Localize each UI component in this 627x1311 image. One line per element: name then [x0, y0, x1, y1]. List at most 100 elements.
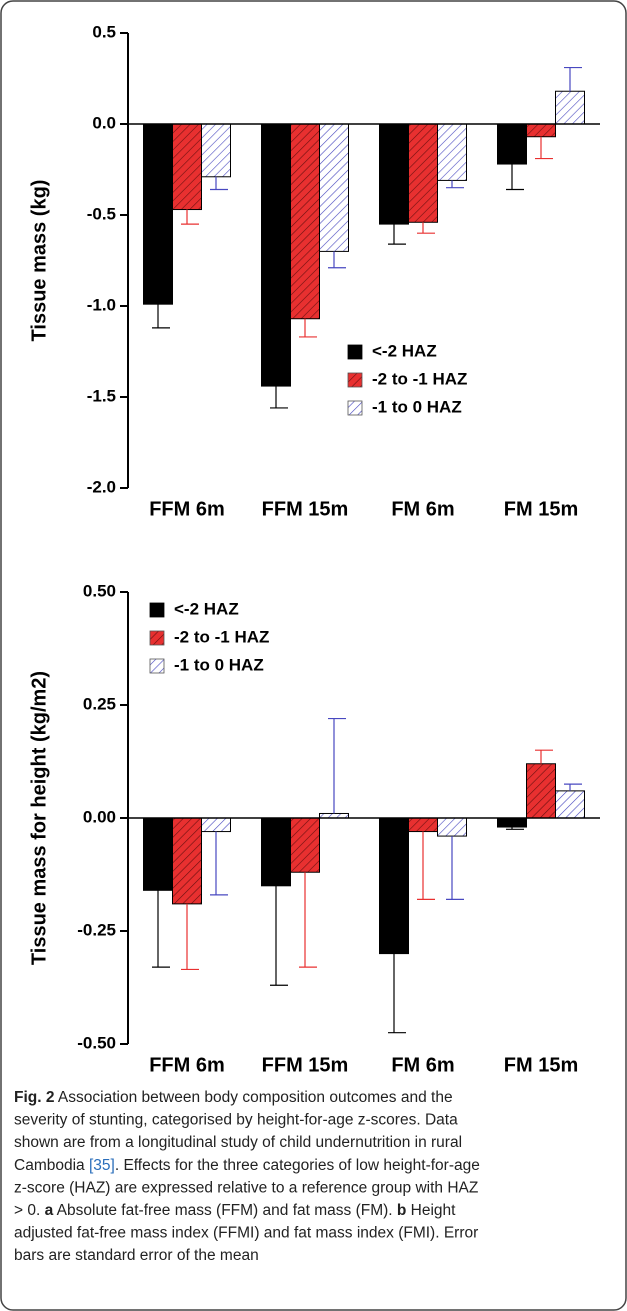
y-tick-label: 0.50	[83, 581, 116, 600]
caption-text: . Effects for the three categories of lo…	[115, 1157, 480, 1174]
legend-swatch	[149, 658, 165, 674]
error-bar	[152, 304, 170, 329]
bar	[437, 123, 467, 181]
error-bar	[152, 890, 170, 968]
error-bar	[210, 831, 228, 896]
x-tick-label: FFM 15m	[262, 498, 349, 520]
caption-line: severity of stunting, categorised by hei…	[14, 1112, 458, 1129]
y-tick-label: -0.50	[77, 1033, 116, 1052]
bar	[555, 790, 585, 819]
y-tick-label: -2.0	[87, 477, 116, 496]
bar	[172, 123, 202, 211]
y-tick-label: -1.5	[87, 386, 116, 405]
legend-swatch	[347, 344, 363, 360]
x-tick-label: FM 15m	[504, 498, 578, 520]
x-tick-label: FM 6m	[391, 498, 454, 520]
caption-text: a	[45, 1202, 54, 1219]
caption-line: shown are from a longitudinal study of c…	[14, 1134, 462, 1151]
caption-line: Cambodia [35]. Effects for the three cat…	[14, 1157, 480, 1174]
caption-text: Height	[406, 1202, 456, 1219]
error-bar	[328, 251, 346, 269]
y-tick-label: -0.25	[77, 920, 116, 939]
bar	[290, 123, 320, 320]
legend-label: -2 to -1 HAZ	[174, 627, 269, 646]
error-bar	[299, 318, 317, 338]
bar	[261, 817, 291, 887]
bar	[261, 123, 291, 387]
legend-label: <-2 HAZ	[372, 341, 437, 360]
x-tick-label: FFM 6m	[149, 498, 225, 520]
caption-text: Absolute fat-free mass (FFM) and fat mas…	[53, 1202, 397, 1219]
error-bar	[270, 386, 288, 409]
bar	[290, 817, 320, 873]
legend-label: -1 to 0 HAZ	[372, 397, 462, 416]
y-tick-label: 0.0	[92, 113, 116, 132]
y-tick-label: 0.25	[83, 694, 116, 713]
bar	[172, 817, 202, 905]
caption-text: bars are standard error of the mean	[14, 1247, 259, 1264]
caption-text: Fig. 2	[14, 1089, 54, 1106]
bar	[555, 90, 585, 125]
bar	[201, 817, 231, 833]
error-bar	[328, 717, 346, 814]
x-tick-label: FM 15m	[504, 1054, 578, 1076]
bar	[526, 763, 556, 819]
legend-swatch	[149, 602, 165, 618]
legend-swatch	[149, 630, 165, 646]
caption-text: Cambodia	[14, 1157, 89, 1174]
caption-line: Fig. 2 Association between body composit…	[14, 1089, 453, 1106]
bar	[319, 123, 349, 252]
caption-text: > 0.	[14, 1202, 45, 1219]
error-bar	[388, 224, 406, 245]
bar	[143, 817, 173, 891]
legend-swatch	[347, 372, 363, 388]
bar	[408, 817, 438, 833]
y-axis-label: Tissue mass for height (kg/m2)	[28, 671, 50, 965]
bar	[526, 123, 556, 138]
legend-label: <-2 HAZ	[174, 599, 239, 618]
error-bar	[564, 783, 582, 791]
error-bar	[564, 66, 582, 92]
y-tick-label: 0.5	[92, 22, 116, 41]
caption-line: bars are standard error of the mean	[14, 1247, 259, 1264]
bar	[497, 817, 527, 828]
error-bar	[299, 872, 317, 968]
caption-text: z-score (HAZ) are expressed relative to …	[14, 1179, 478, 1196]
bar	[379, 817, 409, 955]
error-bar	[506, 827, 524, 830]
y-tick-label: 0.00	[83, 807, 116, 826]
x-tick-label: FM 6m	[391, 1054, 454, 1076]
bar	[408, 123, 438, 223]
error-bar	[535, 749, 553, 764]
error-bar	[270, 885, 288, 986]
error-bar	[181, 903, 199, 971]
caption-text: severity of stunting, categorised by hei…	[14, 1112, 458, 1129]
error-bar	[506, 164, 524, 191]
caption-text: Association between body composition out…	[54, 1089, 452, 1106]
caption-line: z-score (HAZ) are expressed relative to …	[14, 1179, 478, 1196]
y-tick-label: -1.0	[87, 295, 116, 314]
caption-text: b	[397, 1202, 406, 1219]
error-bar	[388, 953, 406, 1034]
caption-text: adjusted fat-free mass index (FFMI) and …	[14, 1225, 478, 1242]
bar	[497, 123, 527, 165]
error-bar	[210, 176, 228, 191]
x-tick-label: FFM 6m	[149, 1054, 225, 1076]
caption-link[interactable]: [35]	[89, 1157, 115, 1174]
legend-label: -1 to 0 HAZ	[174, 655, 264, 674]
bar	[201, 123, 231, 178]
legend-swatch	[347, 400, 363, 416]
error-bar	[535, 136, 553, 160]
y-tick-label: -0.5	[87, 204, 116, 223]
error-bar	[446, 836, 464, 900]
caption-line: adjusted fat-free mass index (FFMI) and …	[14, 1225, 478, 1242]
error-bar	[446, 180, 464, 189]
caption-text: shown are from a longitudinal study of c…	[14, 1134, 462, 1151]
caption-line: > 0. a Absolute fat-free mass (FFM) and …	[14, 1202, 456, 1219]
legend-label: -2 to -1 HAZ	[372, 369, 467, 388]
error-bar	[417, 222, 435, 234]
bar	[143, 123, 173, 305]
bar	[379, 123, 409, 225]
